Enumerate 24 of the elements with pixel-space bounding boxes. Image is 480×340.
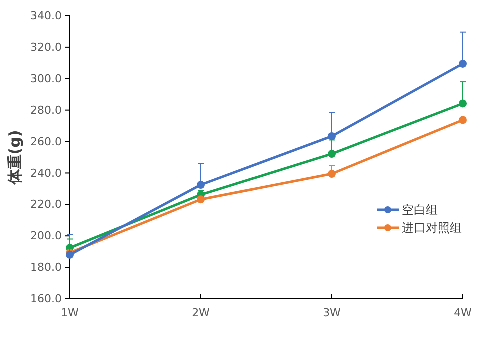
- point: [459, 116, 467, 124]
- legend-label: 进口对照组: [402, 221, 462, 236]
- x-tick-label: 4W: [454, 306, 472, 320]
- y-tick-label: 220.0: [30, 198, 62, 212]
- x-tick-label: 3W: [323, 306, 342, 320]
- y-tick-label: 240.0: [30, 166, 62, 180]
- y-tick-label: 340.0: [30, 10, 62, 23]
- point: [197, 196, 205, 204]
- point: [328, 170, 336, 178]
- point: [459, 60, 467, 68]
- y-tick-label: 300.0: [30, 72, 62, 86]
- point: [459, 100, 467, 108]
- point: [328, 150, 336, 158]
- y-tick-label: 160.0: [30, 292, 62, 306]
- point: [197, 181, 205, 189]
- y-axis-title: 体重(g): [6, 130, 24, 186]
- y-tick-label: 200.0: [30, 230, 62, 243]
- y-tick-label: 320.0: [30, 40, 62, 54]
- x-tick-label: 2W: [192, 306, 210, 320]
- y-tick-label: 280.0: [30, 104, 62, 117]
- legend-label: 空白组: [402, 203, 438, 218]
- y-tick-label: 260.0: [30, 135, 62, 148]
- y-tick-label: 180.0: [30, 261, 62, 274]
- x-tick-label: 1W: [61, 306, 80, 320]
